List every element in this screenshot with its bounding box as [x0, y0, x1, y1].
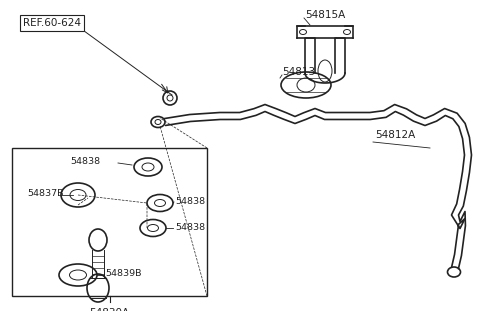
Text: 54812A: 54812A: [375, 130, 415, 140]
Text: 54830A: 54830A: [89, 308, 130, 311]
Bar: [12, 148, 207, 296]
Text: REF.60-624: REF.60-624: [23, 18, 81, 28]
Text: 54813: 54813: [282, 67, 315, 77]
Text: 54838: 54838: [175, 197, 205, 206]
Text: 54815A: 54815A: [305, 10, 345, 20]
Text: 54838: 54838: [70, 157, 100, 166]
Text: 54838: 54838: [175, 222, 205, 231]
Text: 54837B: 54837B: [27, 188, 63, 197]
Text: 54839B: 54839B: [105, 270, 142, 278]
